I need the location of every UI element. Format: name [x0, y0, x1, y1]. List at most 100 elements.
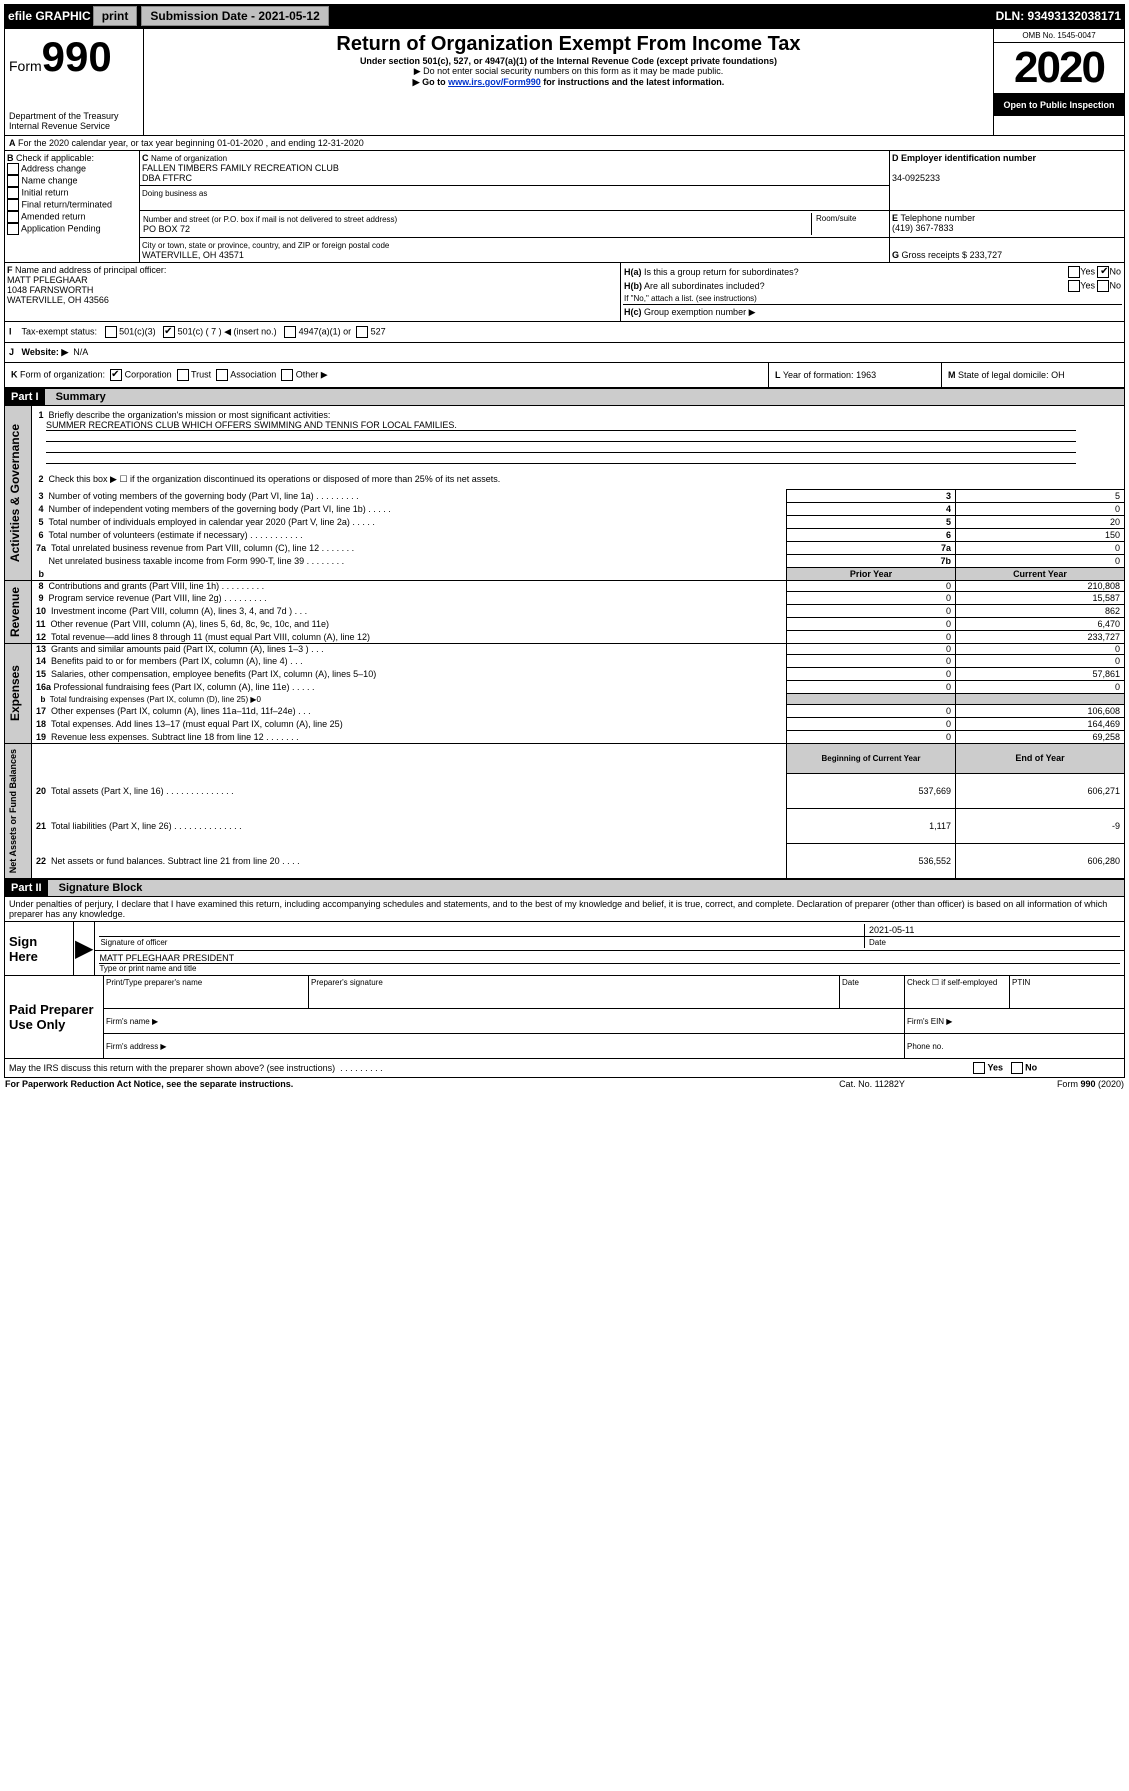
print-button[interactable]: print — [93, 6, 138, 26]
opt-final: Final return/terminated — [22, 199, 113, 209]
gov-r3-t: Total number of volunteers (estimate if … — [49, 530, 248, 540]
submission-date-button[interactable]: Submission Date - 2021-05-12 — [141, 6, 328, 26]
form-id-cell: Form990 Department of the Treasury Inter… — [5, 29, 144, 136]
i-501c-checkbox[interactable] — [163, 326, 175, 338]
gov-r0-b: 3 — [787, 490, 956, 503]
pp-sig-label: Preparer's signature — [309, 976, 840, 1009]
pra-notice: For Paperwork Reduction Act Notice, see … — [4, 1078, 771, 1090]
side-net: Net Assets or Fund Balances — [6, 745, 20, 877]
net-r2-c: 606,280 — [956, 844, 1125, 879]
title-cell: Return of Organization Exempt From Incom… — [144, 29, 994, 136]
hb-yes-checkbox[interactable] — [1068, 280, 1080, 292]
sign-here-label: Sign Here — [5, 922, 74, 976]
l-value: 1963 — [856, 370, 876, 380]
phone-value: (419) 367-7833 — [892, 223, 954, 233]
opt-pending: Application Pending — [21, 223, 101, 233]
exp-r6-t: Total expenses. Add lines 13–17 (must eq… — [51, 719, 343, 729]
part2-header: Part II — [5, 880, 48, 896]
final-return-checkbox[interactable] — [7, 199, 19, 211]
room-label: Room/suite — [812, 213, 888, 235]
gov-r2-v: 20 — [956, 516, 1125, 529]
officer-label: Name and address of principal officer: — [15, 265, 166, 275]
gross-label: Gross receipts $ — [902, 250, 968, 260]
k-assoc-checkbox[interactable] — [216, 369, 228, 381]
sign-arrow-icon: ▶ — [74, 922, 95, 976]
form-subtitle: Under section 501(c), 527, or 4947(a)(1)… — [148, 56, 989, 66]
section-g: G Gross receipts $ 233,727 — [890, 238, 1125, 263]
i-501c3-checkbox[interactable] — [105, 326, 117, 338]
m-value: OH — [1051, 370, 1065, 380]
i-527-checkbox[interactable] — [356, 326, 368, 338]
k-other-checkbox[interactable] — [281, 369, 293, 381]
gov-r2-b: 5 — [787, 516, 956, 529]
initial-return-checkbox[interactable] — [7, 187, 19, 199]
city-value: WATERVILLE, OH 43571 — [142, 250, 244, 260]
col-begin: Beginning of Current Year — [787, 744, 956, 774]
k-corp-checkbox[interactable] — [110, 369, 122, 381]
sig-officer-label: Signature of officer — [99, 937, 864, 949]
firm-ein-label: Firm's EIN ▶ — [905, 1009, 1125, 1034]
pp-date-label: Date — [840, 976, 905, 1009]
exp-r3-p: 0 — [787, 681, 956, 694]
exp-r1-p: 0 — [787, 655, 956, 668]
exp-r7-c: 69,258 — [956, 731, 1125, 744]
part2-title: Signature Block — [59, 882, 143, 894]
side-expenses: Expenses — [6, 661, 24, 725]
pp-ptin-label: PTIN — [1010, 976, 1125, 1009]
city-cell: City or town, state or province, country… — [140, 238, 890, 263]
form-number: 990 — [42, 33, 112, 80]
efile-label: efile GRAPHIC — [8, 9, 91, 23]
side-governance: Activities & Governance — [6, 420, 24, 566]
ha-yes-checkbox[interactable] — [1068, 266, 1080, 278]
app-pending-checkbox[interactable] — [7, 223, 19, 235]
section-j: J Website: ▶ N/A — [4, 343, 1125, 363]
gov-r4-v: 0 — [956, 542, 1125, 555]
hb-no: No — [1109, 280, 1121, 290]
section-i: I Tax-exempt status: 501(c)(3) 501(c) ( … — [5, 322, 621, 343]
m-label: State of legal domicile: — [958, 370, 1049, 380]
exp-r2-t: Salaries, other compensation, employee b… — [51, 669, 376, 679]
rev-r4-t: Total revenue—add lines 8 through 11 (mu… — [51, 632, 370, 642]
discuss-yes-checkbox[interactable] — [973, 1062, 985, 1074]
form-word: Form — [9, 58, 42, 74]
k-trust-checkbox[interactable] — [177, 369, 189, 381]
opt-amended: Amended return — [21, 211, 86, 221]
net-r2-p: 536,552 — [787, 844, 956, 879]
dln-label: DLN: 93493132038171 — [996, 9, 1121, 23]
gov-r0-t: Number of voting members of the governin… — [49, 491, 314, 501]
rev-r2-t: Investment income (Part VIII, column (A)… — [51, 606, 292, 616]
discuss-no-checkbox[interactable] — [1011, 1062, 1023, 1074]
gov-r5-t: Net unrelated business taxable income fr… — [49, 556, 305, 566]
exp-r6-p: 0 — [787, 718, 956, 731]
amended-return-checkbox[interactable] — [7, 211, 19, 223]
l-label: Year of formation: — [783, 370, 854, 380]
org-name: FALLEN TIMBERS FAMILY RECREATION CLUB DB… — [142, 163, 339, 183]
c-name-label: Name of organization — [151, 154, 227, 163]
sign-date-label: Date — [865, 937, 1121, 949]
dba-cell: Doing business as — [140, 186, 890, 211]
pp-check-label: Check ☐ if self-employed — [905, 976, 1010, 1009]
i-o1: 501(c)(3) — [119, 326, 156, 336]
hc-label: Group exemption number ▶ — [644, 307, 755, 317]
section-k: K Form of organization: Corporation Trus… — [5, 363, 769, 388]
b-label: Check if applicable: — [16, 153, 94, 163]
opt-address: Address change — [21, 163, 86, 173]
exp-r2-c: 57,861 — [956, 668, 1125, 681]
gov-r1-t: Number of independent voting members of … — [49, 504, 366, 514]
rev-r3-c: 6,470 — [956, 618, 1125, 631]
sign-date: 2021-05-11 — [865, 924, 1121, 937]
rev-r4-p: 0 — [787, 631, 956, 644]
ha-no-checkbox[interactable] — [1097, 266, 1109, 278]
hb-no-checkbox[interactable] — [1097, 280, 1109, 292]
address-change-checkbox[interactable] — [7, 163, 19, 175]
form990-link[interactable]: www.irs.gov/Form990 — [448, 77, 541, 87]
l2-label: Check this box ▶ ☐ if the organization d… — [49, 474, 501, 484]
ein-value: 34-0925233 — [892, 173, 940, 183]
line1: 1 Briefly describe the organization's mi… — [32, 406, 1125, 490]
paid-preparer-label: Paid Preparer Use Only — [5, 976, 104, 1059]
opt-initial: Initial return — [22, 187, 69, 197]
tax-year: 2020 — [994, 43, 1124, 94]
i-4947-checkbox[interactable] — [284, 326, 296, 338]
k-o3: Association — [230, 369, 276, 379]
name-change-checkbox[interactable] — [7, 175, 19, 187]
